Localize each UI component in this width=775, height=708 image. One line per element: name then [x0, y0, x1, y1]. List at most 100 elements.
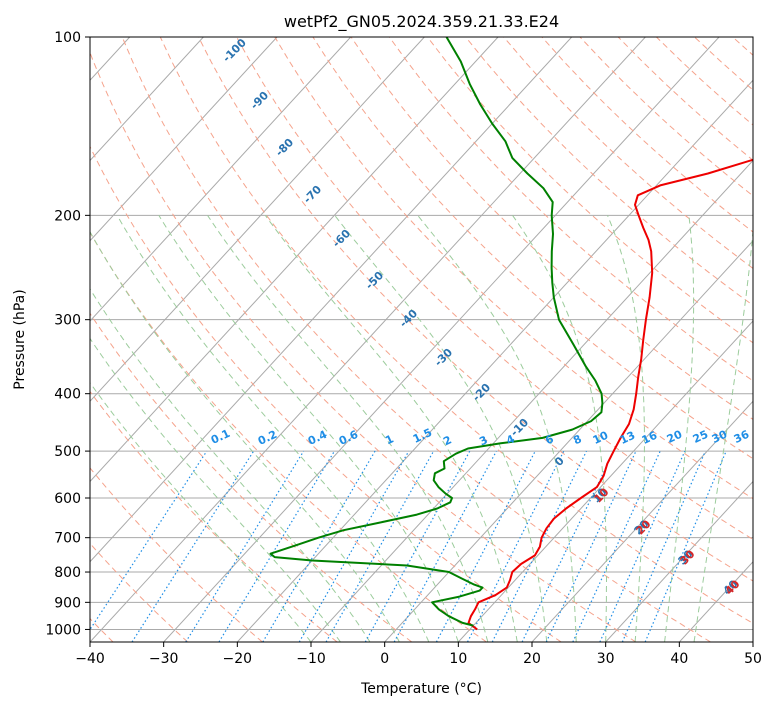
- dry-adiabat-line: [90, 145, 562, 642]
- dry-adiabat-label: -60: [330, 227, 353, 250]
- mixing-ratio-label: 30: [710, 428, 730, 446]
- dry-adiabat-line: [121, 37, 711, 642]
- y-tick-label: 200: [54, 208, 81, 224]
- isotherm-line: [90, 37, 425, 402]
- mixing-ratio-line: [572, 450, 661, 642]
- profile-lines: [269, 37, 753, 631]
- dry-adiabat-line: [236, 37, 753, 540]
- x-tick-label: −20: [223, 651, 253, 667]
- isotherm-line: [384, 240, 753, 642]
- x-tick-label: −40: [75, 651, 105, 667]
- dry-adiabat-label: -90: [248, 89, 271, 112]
- chart-title: wetPf2_GN05.2024.359.21.33.E24: [284, 12, 559, 32]
- y-tick-label: 900: [54, 595, 81, 611]
- isotherm-line: [678, 561, 753, 642]
- x-tick-label: 30: [597, 651, 615, 667]
- dry-adiabat-label: -50: [363, 269, 386, 292]
- mixing-ratio-label: 0.2: [256, 428, 279, 448]
- dry-adiabat-label: -80: [273, 136, 296, 159]
- y-tick-label: 700: [54, 531, 81, 547]
- dry-adiabat-label: -70: [301, 183, 324, 206]
- mixing-ratio-line: [131, 450, 255, 642]
- x-tick-label: 50: [744, 651, 762, 667]
- x-tick-label: 0: [380, 651, 389, 667]
- y-tick-label: 800: [54, 565, 81, 581]
- moist-adiabat-line: [116, 215, 430, 642]
- moist-adiabat-line: [512, 215, 607, 642]
- isotherm-line: [0, 37, 56, 642]
- x-axis-label: Temperature (°C): [360, 681, 482, 697]
- isotherm-line: [163, 37, 720, 642]
- y-tick-label: 1000: [45, 622, 81, 638]
- moist-adiabat-line: [90, 287, 371, 642]
- mixing-ratio-label: 13: [618, 429, 637, 447]
- dry-adiabat-line: [388, 37, 753, 382]
- mixing-ratio-line: [393, 450, 497, 642]
- dewpoint-profile-line: [269, 37, 604, 627]
- mixing-ratio-line: [521, 450, 615, 642]
- isotherm-line: [605, 480, 753, 642]
- mixing-ratio-line: [90, 450, 208, 631]
- dry-adiabat-line: [312, 37, 753, 460]
- mixing-ratio-label: 1: [383, 432, 395, 447]
- mixing-ratio-line: [185, 450, 305, 642]
- moist-adiabat-line: [264, 215, 518, 642]
- isotherm-line: [90, 37, 499, 483]
- moist-adiabat-line: [90, 381, 312, 642]
- x-tick-label: −10: [296, 651, 326, 667]
- isotherm-line: [236, 79, 753, 642]
- dry-adiabat-line: [350, 37, 753, 421]
- mixing-ratio-label: 16: [640, 429, 660, 447]
- dry-adiabat-line: [732, 37, 753, 56]
- dry-adiabat-label: -30: [432, 346, 455, 369]
- dry-adiabat-line: [159, 37, 753, 624]
- moist-adiabat-line: [90, 337, 341, 642]
- mixing-ratio-line: [644, 450, 727, 642]
- moist-adiabat-line: [334, 214, 548, 642]
- mixing-ratio-label: 8: [571, 432, 583, 447]
- isotherm-line: [90, 37, 278, 242]
- inline-labels: 0.1 0.2 0.4 0.6 1 1.5 2 3 4 6 8 10 13 16 20 25 30 36-100-…: [209, 36, 752, 598]
- dry-adiabat-line: [694, 37, 753, 91]
- dry-adiabat-line: [274, 37, 753, 500]
- mixing-ratio-line: [325, 450, 435, 642]
- mixing-ratio-label: 2: [441, 433, 453, 448]
- dry-adiabat-label: -40: [397, 307, 420, 330]
- dry-adiabat-line: [198, 37, 753, 582]
- mixing-ratio-line: [364, 450, 471, 642]
- moist-adiabat-line: [158, 215, 459, 642]
- background-lines: [0, 37, 775, 642]
- x-tick-label: 20: [523, 651, 541, 667]
- temperature-profile-line: [467, 158, 753, 631]
- dry-adiabat-line: [771, 37, 775, 642]
- mixing-ratio-line: [491, 450, 588, 642]
- dry-adiabat-line: [90, 51, 637, 642]
- isotherm-line: [531, 400, 753, 642]
- dry-adiabat-line: [90, 542, 189, 642]
- y-tick-label: 600: [54, 491, 81, 507]
- isotherm-line: [752, 641, 753, 642]
- isotherm-line: [310, 159, 753, 642]
- mixing-ratio-line: [298, 450, 410, 642]
- y-tick-label: 400: [54, 387, 81, 403]
- moist-adiabat-line: [207, 215, 489, 642]
- mixing-ratio-line: [621, 450, 706, 642]
- dry-adiabat-line: [579, 37, 753, 197]
- x-tick-label: 10: [449, 651, 467, 667]
- mixing-ratio-label: 25: [691, 428, 710, 446]
- mixing-ratio-line: [218, 450, 335, 642]
- plot-frame: [89, 36, 754, 643]
- mixing-ratio-label: 20: [665, 428, 685, 446]
- moist-adiabat-line: [664, 215, 695, 642]
- y-tick-label: 100: [54, 30, 81, 46]
- isotherm-line: [90, 37, 352, 322]
- dry-adiabat-line: [90, 312, 413, 642]
- y-tick-label: 300: [54, 313, 81, 329]
- mixing-ratio-label: 10: [591, 429, 611, 447]
- dry-adiabat-label: -100: [220, 36, 249, 65]
- moist-adiabat-line: [607, 215, 645, 642]
- x-tick-label: 40: [670, 651, 688, 667]
- isotherm-line: [457, 320, 753, 642]
- isotherm-line: [90, 37, 646, 642]
